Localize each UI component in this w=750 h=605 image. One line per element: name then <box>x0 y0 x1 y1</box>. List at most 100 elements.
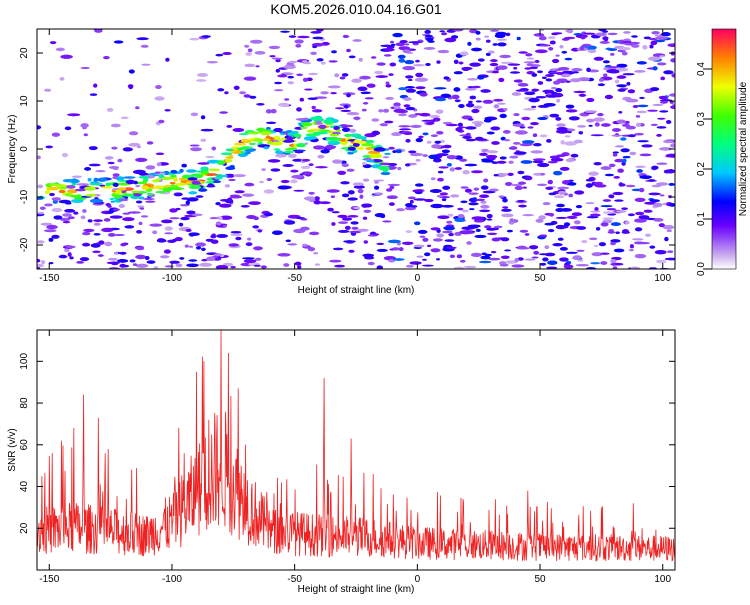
spectrogram-cell <box>217 216 223 221</box>
spectrogram-cell <box>241 139 249 142</box>
spectrogram-cell <box>598 29 607 32</box>
spectrogram-cell <box>480 204 490 209</box>
spectrogram-cell <box>373 147 386 152</box>
spectrogram-cell <box>424 198 434 203</box>
spectrogram-cell <box>441 32 448 36</box>
spectrogram-cell <box>430 248 441 253</box>
spectrogram-cell <box>551 155 560 159</box>
spectrogram-cell <box>537 81 544 85</box>
spectrogram-cell <box>453 87 461 92</box>
spectrogram-cell <box>224 159 233 163</box>
spectrogram-cell <box>146 192 154 196</box>
spectrogram-cell <box>425 63 431 66</box>
spectrogram-cell <box>593 117 605 122</box>
spectrogram-cell <box>664 257 675 261</box>
spectrogram-cell <box>313 200 321 205</box>
spectrogram-cell <box>341 193 350 198</box>
spectrogram-cell <box>610 53 615 56</box>
spectrogram-cell <box>588 124 593 127</box>
spectrogram-cell <box>308 191 315 195</box>
spectrogram-cell <box>454 167 462 170</box>
spectrogram-cell <box>61 152 69 158</box>
spectrogram-cell <box>502 130 511 134</box>
spectrogram-cell <box>244 63 256 67</box>
spectrogram-cell <box>52 199 58 204</box>
spectrogram-cell <box>185 229 192 232</box>
spectrogram-cell <box>90 181 97 184</box>
spectrogram-cell <box>585 202 595 205</box>
spectrogram-cell <box>136 246 145 251</box>
spectrogram-cell <box>274 81 283 85</box>
spectrogram-cell <box>304 196 316 201</box>
spectrogram-cell <box>576 125 587 128</box>
spectrogram-cell <box>178 222 184 227</box>
spectrogram-cell <box>215 174 229 178</box>
spectrogram-cell <box>49 41 57 45</box>
spectrogram-cell <box>383 48 395 52</box>
spectrogram-cell <box>486 39 491 43</box>
spectrogram-cell <box>169 217 180 220</box>
spectrogram-cell <box>338 229 350 233</box>
spectrogram-cell <box>256 127 266 132</box>
spectrogram-cell <box>609 163 616 168</box>
spectrogram-cell <box>669 203 675 207</box>
spectrogram-cell <box>610 259 617 264</box>
spectrogram-cell <box>335 107 345 110</box>
spectrogram-cell <box>270 109 277 114</box>
spectrogram-cell <box>461 66 473 71</box>
spectrogram-cell <box>537 117 548 120</box>
spectrogram-cell <box>219 215 233 220</box>
spectrogram-cell <box>469 208 475 211</box>
spectrogram-cell <box>620 148 630 153</box>
spectrogram-cell <box>234 190 245 194</box>
spectrogram-cell <box>374 70 383 75</box>
spectrogram-cell <box>575 264 589 267</box>
spectrogram-cell <box>287 81 294 85</box>
spectrogram-cell <box>548 229 555 233</box>
spectrogram-cell <box>451 94 460 100</box>
spectrogram-cell <box>328 60 338 63</box>
spectrogram-cell <box>597 113 604 117</box>
spectrogram-cell <box>283 263 290 267</box>
spectrogram-cell <box>653 202 663 208</box>
spectrogram-cell <box>561 50 568 54</box>
spectrogram-cell <box>338 221 349 225</box>
spectrogram-cell <box>362 164 372 169</box>
spectrogram-cell <box>387 239 401 244</box>
spectrogram-cell <box>67 216 75 220</box>
x-tick-label: -150 <box>39 273 59 284</box>
spectrogram-cell <box>137 205 145 208</box>
spectrogram-cell <box>480 185 489 190</box>
spectrogram-cell <box>118 204 125 208</box>
spectrogram-cell <box>424 252 431 257</box>
spectrogram-cell <box>408 79 413 81</box>
spectrogram-cell <box>529 245 539 250</box>
spectrogram-cell <box>542 76 547 80</box>
spectrogram-cell <box>610 222 621 226</box>
spectrogram-cell <box>481 160 495 163</box>
spectrogram-cell <box>518 51 528 54</box>
spectrogram-cell <box>243 76 257 81</box>
spectrogram-cell <box>272 230 283 235</box>
spectrogram-cell <box>671 73 675 78</box>
spectrogram-cell <box>249 95 257 99</box>
spectrogram-cell <box>200 138 207 142</box>
spectrogram-cell <box>287 136 294 141</box>
spectrogram-cell <box>648 192 661 196</box>
spectrogram-cell <box>67 113 81 117</box>
spectrogram-cell <box>405 163 411 167</box>
spectrogram-cell <box>288 60 298 64</box>
spectrogram-cell <box>636 122 641 128</box>
spectrogram-cell <box>88 163 101 167</box>
spectrogram-cell <box>41 260 46 265</box>
spectrogram-cell <box>82 242 91 247</box>
spectrogram-cell <box>559 45 564 49</box>
spectrogram-cell <box>120 116 129 120</box>
spectrogram-cell <box>311 109 323 113</box>
spectrogram-cell <box>667 43 675 47</box>
spectrogram-cell <box>607 230 616 234</box>
chart-title: KOM5.2026.010.04.16.G01 <box>270 1 441 17</box>
spectrogram-cell <box>93 233 101 236</box>
spectrogram-cell <box>435 97 447 102</box>
spectrogram-cell <box>467 118 474 121</box>
